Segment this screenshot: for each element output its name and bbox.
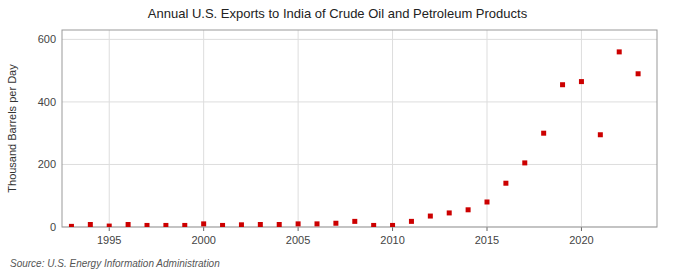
point	[69, 224, 74, 227]
x-tick-mark	[487, 227, 488, 231]
point	[239, 222, 244, 227]
point	[428, 214, 433, 219]
point	[220, 223, 225, 227]
point	[371, 223, 376, 227]
point	[163, 223, 168, 227]
x-tick-label: 2020	[569, 234, 593, 246]
x-tick-mark	[109, 227, 110, 231]
y-tick-label: 0	[50, 221, 56, 233]
point	[409, 219, 414, 224]
title: Annual U.S. Exports to India of Crude Oi…	[148, 6, 528, 21]
point	[258, 222, 263, 227]
source-note: Source: U.S. Energy Information Administ…	[10, 258, 220, 269]
point	[579, 79, 584, 84]
x-grid-line	[392, 30, 393, 227]
y-tick-label: 400	[38, 96, 56, 108]
point	[352, 219, 357, 224]
point	[390, 223, 395, 227]
x-tick-mark	[392, 227, 393, 231]
y-axis-label: Thousand Barrels per Day	[6, 64, 18, 193]
point	[560, 82, 565, 87]
y-grid-line	[62, 39, 657, 40]
x-tick-label: 2010	[380, 234, 404, 246]
grid	[62, 30, 657, 227]
x-tick-mark	[203, 227, 204, 231]
point	[182, 223, 187, 227]
x-grid-line	[487, 30, 488, 227]
point	[617, 49, 622, 54]
point	[485, 199, 490, 204]
x-tick-label: 2000	[191, 234, 215, 246]
y-grid-line	[62, 164, 657, 165]
point	[277, 222, 282, 227]
point	[447, 210, 452, 215]
point	[201, 221, 206, 226]
point	[107, 224, 112, 227]
x-grid-line	[298, 30, 299, 227]
x-tick-label: 2005	[286, 234, 310, 246]
x-grid-line	[109, 30, 110, 227]
point	[598, 132, 603, 137]
point	[522, 160, 527, 165]
point	[636, 71, 641, 76]
y-tick-label: 200	[38, 158, 56, 170]
plot-frame	[62, 30, 657, 227]
point	[466, 207, 471, 212]
x-tick-mark	[298, 227, 299, 231]
x-grid-line	[581, 30, 582, 227]
point	[315, 221, 320, 226]
y-tick-label: 600	[38, 33, 56, 45]
point	[296, 221, 301, 226]
y-grid-line	[62, 101, 657, 102]
x-tick-label: 1995	[97, 234, 121, 246]
point	[333, 221, 338, 226]
points	[69, 49, 641, 227]
x-grid-line	[203, 30, 204, 227]
x-tick-label: 2015	[475, 234, 499, 246]
x-tick-mark	[581, 227, 582, 231]
point	[88, 222, 93, 227]
point	[503, 181, 508, 186]
chart: 0 200 400 600 1995 2000 2005 2010 2015 2020 Annual…	[0, 0, 675, 275]
point	[541, 131, 546, 136]
point	[126, 222, 131, 227]
point	[145, 223, 150, 227]
